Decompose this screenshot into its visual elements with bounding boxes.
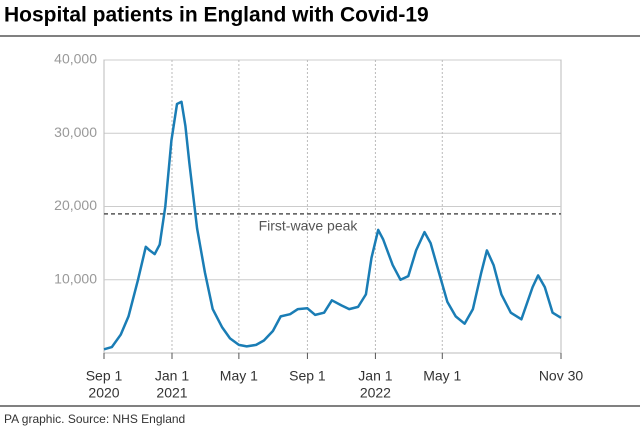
reference-label: First-wave peak xyxy=(259,218,359,234)
x-tick-label: Jan 1 xyxy=(155,368,189,384)
x-tick-label: Jan 1 xyxy=(358,368,392,384)
x-tick-year: 2021 xyxy=(156,385,187,401)
x-tick-label: Sep 1 xyxy=(86,368,123,384)
source: PA graphic. Source: NHS England xyxy=(4,412,185,426)
chart-title: Hospital patients in England with Covid-… xyxy=(4,4,429,27)
y-tick-label: 30,000 xyxy=(54,124,97,140)
x-tick-label: May 1 xyxy=(220,368,258,384)
x-tick-label: Nov 30 xyxy=(539,368,584,384)
x-tick-year: 2022 xyxy=(360,385,391,401)
x-tick-label: May 1 xyxy=(423,368,461,384)
y-tick-label: 20,000 xyxy=(54,197,97,213)
x-tick-label: Sep 1 xyxy=(289,368,326,384)
x-tick-year: 2020 xyxy=(88,385,119,401)
data-line xyxy=(103,100,562,351)
y-tick-label: 10,000 xyxy=(54,270,97,286)
y-tick-label: 40,000 xyxy=(54,51,97,67)
